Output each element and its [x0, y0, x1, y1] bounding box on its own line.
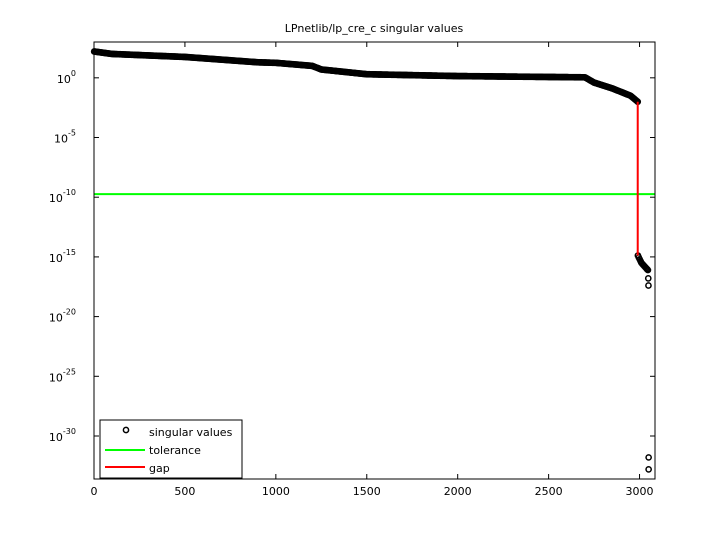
y-tick-base: 10	[54, 133, 68, 146]
y-tick-exponent: -25	[63, 367, 76, 376]
y-tick-label: 10-30	[49, 427, 76, 444]
y-tick-base: 10	[49, 252, 63, 265]
x-tick-label: 2000	[444, 485, 472, 498]
y-tick-base: 10	[49, 192, 63, 205]
x-tick-label: 500	[174, 485, 195, 498]
x-tick-label: 2500	[535, 485, 563, 498]
singular-value-point	[644, 266, 652, 274]
y-tick-label: 10-5	[54, 129, 76, 146]
y-tick-exponent: -30	[63, 427, 76, 436]
y-tick-exponent: 0	[71, 69, 76, 78]
y-tick-label: 10-25	[49, 367, 76, 384]
chart-title: LPnetlib/lp_cre_c singular values	[285, 22, 464, 35]
legend-marker-singular-values	[122, 426, 130, 434]
singular-value-point	[644, 274, 652, 282]
legend-label-tolerance: tolerance	[149, 444, 201, 457]
y-tick-base: 10	[49, 431, 63, 444]
y-tick-label: 100	[57, 69, 76, 86]
y-tick-exponent: -10	[63, 188, 76, 197]
y-tick-exponent: -5	[68, 129, 76, 138]
y-tick-base: 10	[49, 371, 63, 384]
axes-box	[93, 41, 656, 480]
singular-value-point	[645, 466, 652, 473]
x-tick-label: 1000	[262, 485, 290, 498]
legend-label-singular-values: singular values	[149, 426, 233, 439]
y-tick-base: 10	[49, 312, 63, 325]
legend: singular values tolerance gap	[99, 419, 243, 479]
x-tick-label: 1500	[353, 485, 381, 498]
axis-ticks: 0 500 1000 1500 2000 2500 300010010-510-1010-1…	[49, 42, 655, 498]
x-tick-label: 0	[91, 485, 98, 498]
legend-label-gap: gap	[149, 462, 170, 475]
y-tick-exponent: -15	[63, 248, 76, 257]
y-tick-label: 10-15	[49, 248, 76, 265]
plot-marks	[90, 48, 655, 473]
y-tick-label: 10-20	[49, 308, 76, 325]
singular-value-point	[645, 282, 652, 289]
singular-value-point	[645, 454, 652, 461]
x-tick-label: 3000	[626, 485, 654, 498]
y-tick-label: 10-10	[49, 188, 76, 205]
y-tick-exponent: -20	[63, 308, 76, 317]
y-tick-base: 10	[57, 73, 71, 86]
